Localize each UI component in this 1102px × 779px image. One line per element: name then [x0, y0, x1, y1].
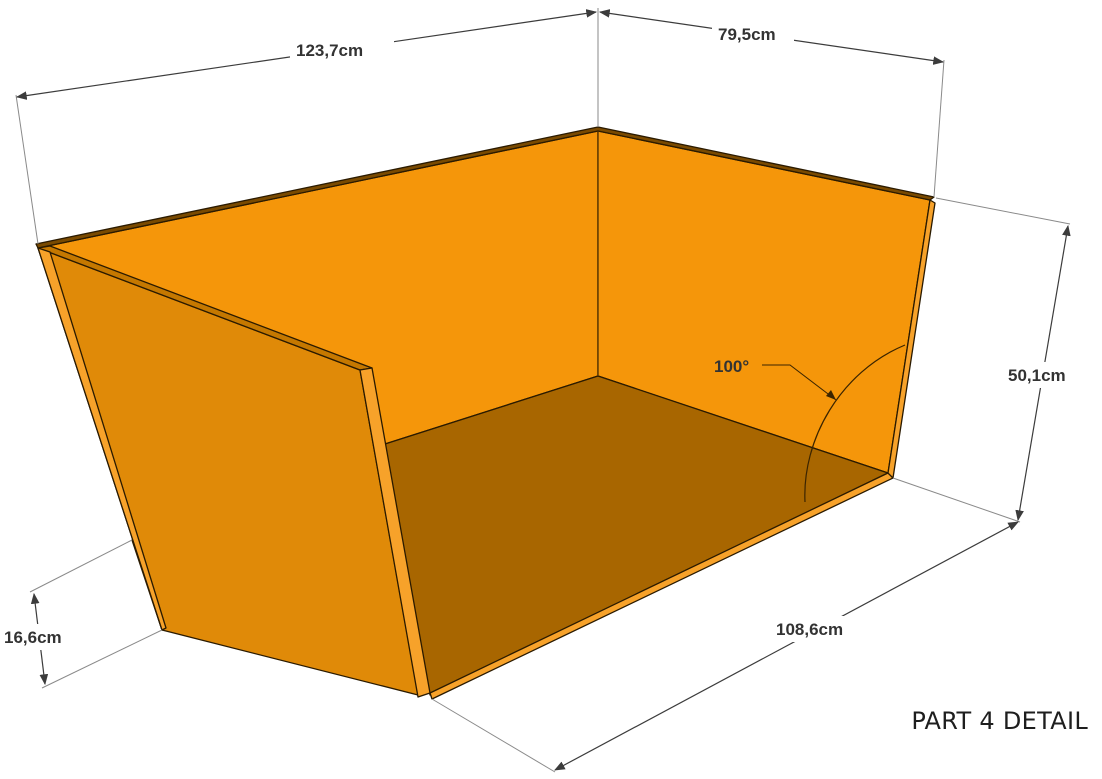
label-height: 50,1cm	[1008, 366, 1066, 385]
box-model	[35, 126, 936, 700]
angle-leader	[762, 364, 837, 401]
angle-annotation: 100°	[714, 344, 906, 503]
angle-arc	[804, 344, 906, 503]
label-length-top: 123,7cm	[296, 41, 363, 60]
front-left-panel-outer-edge	[37, 247, 167, 631]
angle-label: 100°	[714, 357, 749, 376]
part-caption: PART 4 DETAIL	[911, 707, 1088, 735]
label-leg-height: 16,6cm	[4, 628, 62, 647]
extension-lines	[15, 8, 1071, 773]
dim-line-base-length	[554, 521, 1019, 771]
label-depth-top: 79,5cm	[718, 25, 776, 44]
label-base-length: 108,6cm	[776, 620, 843, 639]
